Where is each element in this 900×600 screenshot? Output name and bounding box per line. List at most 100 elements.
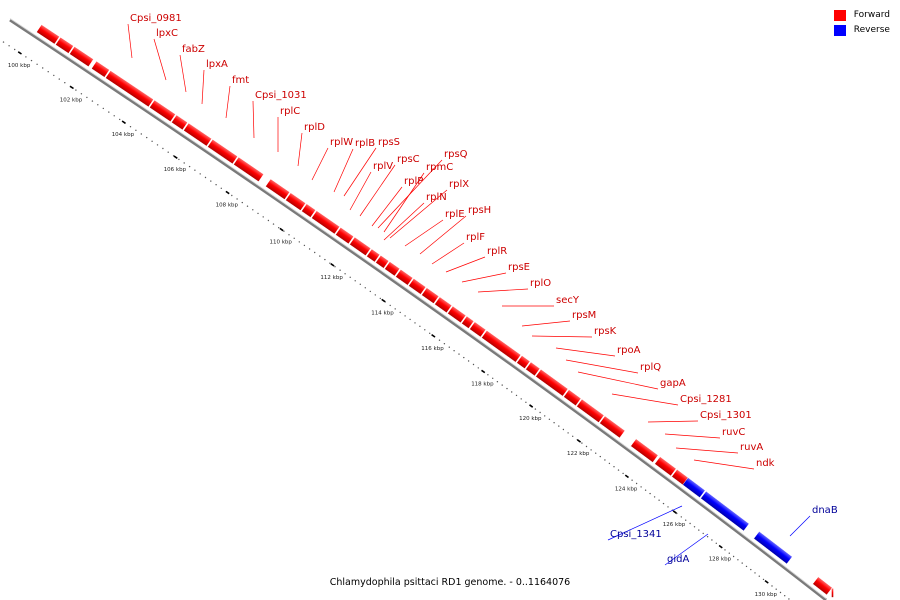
gene-block[interactable] (301, 203, 316, 218)
label-leader-line (311, 147, 329, 181)
gene-label-rple[interactable]: rplE (445, 209, 465, 220)
gene-block[interactable] (395, 269, 414, 286)
gene-label-rplp[interactable]: rplP (404, 176, 423, 187)
label-leader-line (371, 186, 403, 227)
gene-block[interactable] (461, 315, 475, 329)
scale-tick-label: 108 kbp (216, 203, 239, 209)
gene-label-rpln[interactable]: rplN (426, 192, 447, 203)
gene-label-rplw[interactable]: rplW (330, 137, 353, 148)
legend-item-forward: Forward (833, 8, 890, 22)
label-leader-line (531, 335, 593, 338)
gene-block[interactable] (682, 477, 706, 498)
gene-label-rpsq[interactable]: rpsQ (444, 149, 468, 160)
gene-label-rpsm[interactable]: rpsM (572, 310, 596, 321)
gene-label-ruvc[interactable]: ruvC (722, 427, 745, 438)
label-leader-line (664, 533, 709, 566)
gene-label-gapa[interactable]: gapA (660, 378, 686, 389)
gene-block[interactable] (69, 46, 94, 67)
gene-label-rplr[interactable]: rplR (487, 246, 507, 257)
legend-swatch-reverse (833, 24, 846, 36)
label-leader-line (349, 171, 372, 211)
gene-label-rplo[interactable]: rplO (530, 278, 551, 289)
gene-label-fmt[interactable]: fmt (232, 75, 249, 86)
gene-label-rplc[interactable]: rplC (280, 106, 300, 117)
gene-block[interactable] (525, 361, 541, 377)
gene-label-cpsi_1301[interactable]: Cpsi_1301 (700, 410, 752, 421)
gene-block[interactable] (753, 531, 793, 565)
gene-block[interactable] (384, 261, 401, 277)
gene-label-cpsi_1341[interactable]: Cpsi_1341 (610, 529, 662, 540)
gene-block[interactable] (421, 287, 440, 304)
gene-block[interactable] (366, 248, 381, 263)
gene-block[interactable] (265, 178, 290, 200)
gene-label-lpxc[interactable]: lpxC (156, 28, 178, 39)
gene-block[interactable] (576, 398, 605, 423)
gene-block[interactable] (812, 576, 833, 596)
scale-tick-label: 130 kbp (755, 592, 778, 598)
gene-label-rpss[interactable]: rpsS (378, 137, 400, 148)
label-leader-line (521, 320, 571, 327)
gene-block[interactable] (654, 456, 677, 477)
gene-block[interactable] (375, 255, 390, 269)
gene-label-rplv[interactable]: rplV (373, 161, 393, 172)
gene-label-rplb[interactable]: rplB (355, 138, 375, 149)
gene-block[interactable] (285, 192, 306, 211)
gene-label-fabz[interactable]: fabZ (182, 44, 205, 55)
scale-tick (672, 510, 677, 514)
gene-block[interactable] (36, 24, 60, 45)
gene-label-rpsk[interactable]: rpsK (594, 326, 617, 337)
gene-label-rplx[interactable]: rplX (449, 179, 469, 190)
gene-block[interactable] (311, 210, 340, 235)
gene-block[interactable] (535, 368, 569, 397)
gene-label-cpsi_1031[interactable]: Cpsi_1031 (255, 90, 307, 101)
gene-block[interactable] (481, 330, 522, 363)
scale-dots (2, 41, 790, 600)
gene-block[interactable] (630, 438, 659, 463)
scale-tick (764, 579, 769, 584)
gene-block[interactable] (516, 355, 531, 369)
gene-label-rpld[interactable]: rplD (304, 122, 325, 133)
gene-label-cpsi_1281[interactable]: Cpsi_1281 (680, 394, 732, 405)
scale-tick (529, 404, 534, 408)
gene-label-dnab[interactable]: dnaB (812, 505, 838, 516)
gene-block[interactable] (563, 389, 582, 406)
gene-label-rplf[interactable]: rplF (466, 232, 485, 243)
gene-block[interactable] (599, 415, 626, 439)
label-leaders (127, 23, 811, 566)
label-leader-line (343, 147, 377, 197)
gene-block[interactable] (55, 36, 74, 54)
gene-label-rplq[interactable]: rplQ (640, 362, 661, 373)
gene-block[interactable] (171, 114, 188, 131)
gene-label-rpmc[interactable]: rpmC (426, 162, 453, 173)
gene-label-rpsc[interactable]: rpsC (397, 154, 420, 165)
scale-tick (279, 227, 284, 232)
gene-block[interactable] (233, 156, 264, 182)
scale-tick (718, 544, 723, 549)
gene-label-ruva[interactable]: ruvA (740, 442, 763, 453)
scale-tick-label: 114 kbp (371, 311, 394, 317)
gene-label-secy[interactable]: secY (556, 295, 580, 306)
gene-label-lpxa[interactable]: lpxA (206, 59, 228, 70)
gene-label-gida[interactable]: gidA (667, 554, 689, 565)
gene-block[interactable] (91, 60, 110, 78)
gene-label-rpsh[interactable]: rpsH (468, 205, 491, 216)
gene-block[interactable] (408, 278, 427, 295)
gene-block[interactable] (700, 490, 750, 532)
gene-block[interactable] (469, 321, 487, 338)
scale-tick (121, 120, 126, 124)
gene-block[interactable] (434, 296, 453, 314)
gene-block[interactable] (183, 122, 212, 147)
gene-label-rpse[interactable]: rpsE (508, 262, 530, 273)
gene-block[interactable] (349, 236, 372, 256)
gene-block[interactable] (335, 227, 354, 245)
gene-block[interactable] (105, 70, 154, 108)
gene-label-rpoa[interactable]: rpoA (617, 345, 641, 356)
gene-label-ndk[interactable]: ndk (756, 458, 775, 469)
gene-block[interactable] (149, 99, 176, 122)
gene-label-cpsi_0981[interactable]: Cpsi_0981 (130, 13, 182, 24)
gene-block[interactable] (207, 139, 238, 165)
gene-block[interactable] (831, 588, 834, 598)
label-leader-line (419, 215, 467, 255)
gene-block[interactable] (447, 305, 467, 324)
